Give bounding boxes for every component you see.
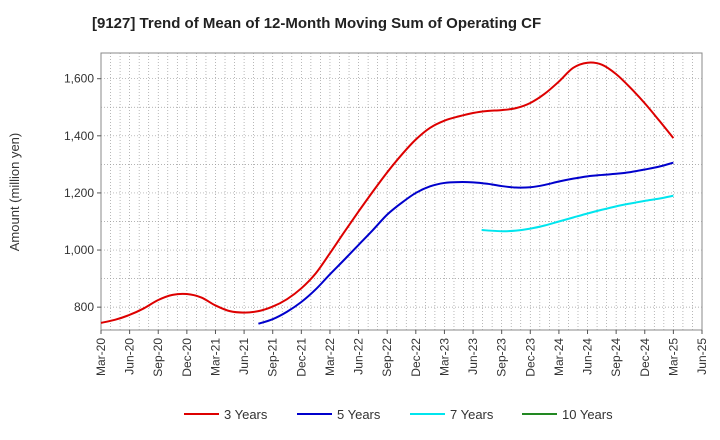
- x-tick-label: Dec-20: [180, 338, 194, 377]
- series-line-5-years: [258, 161, 674, 325]
- x-tick-label: Mar-20: [94, 338, 108, 376]
- x-tick-label: Mar-21: [208, 338, 222, 376]
- series-line-7-years: [481, 194, 674, 233]
- grid: [101, 53, 702, 330]
- y-tick-label: 1,200: [64, 186, 94, 200]
- plot-area: [100, 52, 703, 331]
- series-group: [100, 61, 675, 325]
- y-tick-label: 1,600: [64, 72, 94, 86]
- legend: 3 Years 5 Years 7 Years 10 Years: [184, 407, 613, 422]
- legend-label-7-years: 7 Years: [450, 407, 494, 422]
- y-tick-label: 1,000: [64, 243, 94, 257]
- x-tick-label: Jun-24: [581, 338, 595, 375]
- x-tick-label: Mar-24: [552, 338, 566, 376]
- y-axis: 800 1,000 1,200 1,400 1,600: [64, 72, 101, 314]
- x-axis: Mar-20 Jun-20 Sep-20 Dec-20 Mar-21 Jun-21 Sep-…: [94, 330, 709, 377]
- y-axis-label: Amount (million yen): [7, 133, 22, 252]
- x-tick-label: Mar-25: [666, 338, 680, 376]
- legend-label-3-years: 3 Years: [224, 407, 268, 422]
- x-tick-label: Jun-21: [237, 338, 251, 375]
- legend-label-5-years: 5 Years: [337, 407, 381, 422]
- x-tick-label: Sep-20: [151, 338, 165, 377]
- series-line-3-years: [100, 61, 675, 324]
- y-tick-label: 1,400: [64, 129, 94, 143]
- x-tick-label: Mar-22: [323, 338, 337, 376]
- x-tick-label: Jun-23: [466, 338, 480, 375]
- legend-label-10-years: 10 Years: [562, 407, 613, 422]
- x-tick-label: Sep-23: [495, 338, 509, 377]
- x-tick-label: Sep-22: [380, 338, 394, 377]
- x-tick-label: Sep-21: [266, 338, 280, 377]
- x-tick-label: Dec-23: [523, 338, 537, 377]
- x-tick-label: Dec-22: [409, 338, 423, 377]
- x-tick-label: Mar-23: [437, 338, 451, 376]
- chart-title: [9127] Trend of Mean of 12-Month Moving …: [92, 15, 541, 32]
- x-tick-label: Jun-22: [352, 338, 366, 375]
- x-tick-label: Jun-25: [695, 338, 709, 375]
- x-tick-label: Sep-24: [609, 338, 623, 377]
- x-tick-label: Jun-20: [123, 338, 137, 375]
- x-tick-label: Dec-24: [638, 338, 652, 377]
- y-tick-label: 800: [74, 300, 94, 314]
- x-tick-label: Dec-21: [294, 338, 308, 377]
